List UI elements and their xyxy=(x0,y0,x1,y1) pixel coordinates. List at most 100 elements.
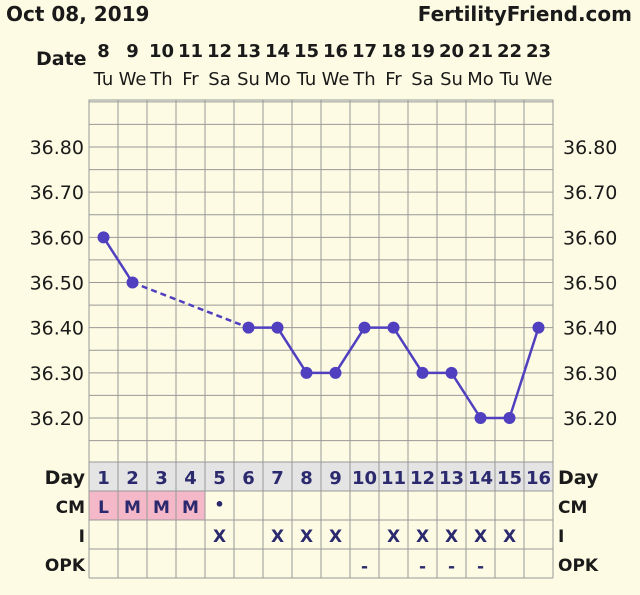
weekday-label: Sa xyxy=(411,69,433,90)
temperature-point xyxy=(271,321,284,334)
table-row-label-left: I xyxy=(79,527,85,547)
weekday-label: Th xyxy=(149,69,172,90)
y-tick-label-right: 36.50 xyxy=(563,273,617,295)
table-row-label-right: Day xyxy=(558,467,599,489)
date-label: 14 xyxy=(265,41,290,62)
weekday-label: Fr xyxy=(182,69,199,90)
y-tick-label-right: 36.60 xyxy=(563,227,617,249)
table-row-label-right: OPK xyxy=(558,556,599,576)
temperature-line-segment xyxy=(392,326,424,374)
weekday-label: Th xyxy=(352,69,375,90)
cm-highlight-cell xyxy=(118,491,147,520)
date-label: 15 xyxy=(294,41,319,62)
y-tick-label-right: 36.40 xyxy=(563,318,617,340)
cm-value: • xyxy=(214,495,224,514)
opk-mark: - xyxy=(477,557,484,577)
date-label: 19 xyxy=(410,41,435,62)
cm-value: M xyxy=(182,498,199,518)
temperature-point xyxy=(445,366,458,379)
table-row-label-right: I xyxy=(558,527,564,547)
date-label: 11 xyxy=(178,41,203,62)
cm-value: M xyxy=(153,498,170,518)
weekday-label: Su xyxy=(440,69,463,90)
opk-mark: - xyxy=(361,557,368,577)
cycle-day-label: 16 xyxy=(526,468,551,489)
intercourse-mark: X xyxy=(329,527,342,547)
temperature-line-segment xyxy=(508,327,540,419)
cycle-day-label: 6 xyxy=(242,468,255,489)
date-label: 21 xyxy=(468,41,493,62)
opk-mark: - xyxy=(419,557,426,577)
cycle-day-label: 8 xyxy=(300,468,313,489)
table-row-label-left: OPK xyxy=(45,556,86,576)
site-name: FertilityFriend.com xyxy=(417,2,632,26)
date-label: 9 xyxy=(126,41,139,62)
cm-highlight-cell xyxy=(176,491,205,520)
temperature-point xyxy=(503,412,516,424)
y-tick-label-left: 36.30 xyxy=(30,363,84,385)
y-tick-label-left: 36.80 xyxy=(30,137,84,159)
intercourse-mark: X xyxy=(503,527,516,547)
intercourse-mark: X xyxy=(474,527,487,547)
intercourse-mark: X xyxy=(271,527,284,547)
cm-value: L xyxy=(98,498,109,518)
temperature-point xyxy=(387,321,400,334)
date-row-label: Date xyxy=(36,48,87,70)
opk-mark: - xyxy=(448,557,455,577)
temperature-line-segment xyxy=(132,281,249,329)
date-label: 22 xyxy=(497,41,522,62)
weekday-label: We xyxy=(322,69,350,90)
cycle-day-label: 10 xyxy=(352,468,377,489)
weekday-label: Mo xyxy=(467,69,494,90)
temperature-line-segment xyxy=(276,326,308,374)
intercourse-mark: X xyxy=(387,527,400,547)
date-label: 18 xyxy=(381,41,406,62)
weekday-label: We xyxy=(119,69,147,90)
y-tick-label-left: 36.20 xyxy=(30,408,84,430)
cycle-day-label: 1 xyxy=(97,468,110,489)
weekday-label: Tu xyxy=(296,69,317,90)
temperature-point xyxy=(474,412,487,424)
cycle-day-label: 3 xyxy=(155,468,168,489)
temperature-point xyxy=(329,366,342,379)
table-row-label-left: Day xyxy=(45,467,86,489)
cycle-day-label: 11 xyxy=(381,468,406,489)
y-tick-label-left: 36.70 xyxy=(30,182,84,204)
intercourse-mark: X xyxy=(213,527,226,547)
date-label: 13 xyxy=(236,41,261,62)
cycle-day-label: 12 xyxy=(410,468,435,489)
date-label: 16 xyxy=(323,41,348,62)
cycle-day-label: 14 xyxy=(468,468,493,489)
intercourse-mark: X xyxy=(416,527,429,547)
weekday-label: Su xyxy=(237,69,260,90)
y-tick-label-left: 36.40 xyxy=(30,318,84,340)
date-label: 8 xyxy=(97,41,110,62)
date-label: 10 xyxy=(149,41,174,62)
chart-date-title: Oct 08, 2019 xyxy=(6,2,150,26)
date-label: 12 xyxy=(207,41,232,62)
intercourse-mark: X xyxy=(300,527,313,547)
weekday-label: Fr xyxy=(385,69,402,90)
temperature-point xyxy=(126,276,139,289)
temperature-line-segment xyxy=(102,236,134,284)
weekday-label: Sa xyxy=(208,69,230,90)
cycle-day-label: 2 xyxy=(126,468,139,489)
temperature-point xyxy=(532,321,545,334)
y-tick-label-right: 36.70 xyxy=(563,182,617,204)
cm-highlight-cell xyxy=(89,491,118,520)
temperature-point xyxy=(358,321,371,334)
cm-value: M xyxy=(124,498,141,518)
temperature-point xyxy=(242,321,255,334)
table-row-label-left: CM xyxy=(56,498,85,518)
y-tick-label-right: 36.30 xyxy=(563,363,617,385)
y-tick-label-right: 36.80 xyxy=(563,137,617,159)
temperature-point xyxy=(300,366,313,379)
temperature-line-segment xyxy=(450,372,482,419)
cycle-day-label: 4 xyxy=(184,468,197,489)
y-tick-label-left: 36.50 xyxy=(30,273,84,295)
intercourse-mark: X xyxy=(445,527,458,547)
cycle-day-label: 5 xyxy=(213,468,226,489)
y-tick-label-right: 36.20 xyxy=(563,408,617,430)
y-tick-label-left: 36.60 xyxy=(30,227,84,249)
